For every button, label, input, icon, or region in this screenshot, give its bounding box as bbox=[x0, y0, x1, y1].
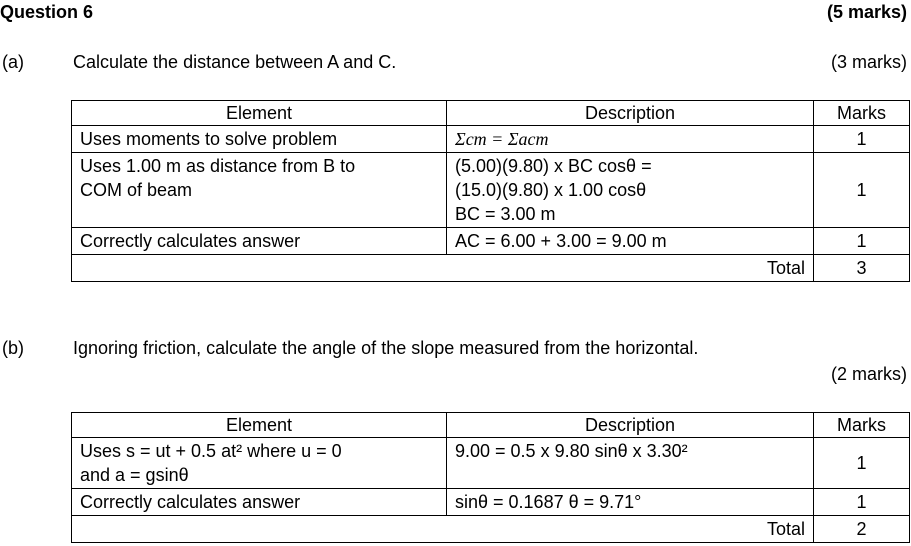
row-marks: 1 bbox=[813, 488, 910, 516]
part-b-marking-table: Element Description Marks Uses s = ut + … bbox=[71, 412, 910, 543]
table-row: Correctly calculates answer AC = 6.00 + … bbox=[71, 227, 910, 255]
part-a-prompt: Calculate the distance between A and C. bbox=[73, 52, 397, 72]
header-element: Element bbox=[71, 412, 447, 438]
row-marks: 1 bbox=[813, 152, 910, 228]
row-element: Correctly calculates answer bbox=[71, 227, 447, 255]
row-marks: 1 bbox=[813, 125, 910, 153]
row-description: 9.00 = 0.5 x 9.80 sinθ x 3.30² bbox=[446, 437, 814, 489]
row-description: (5.00)(9.80) x BC cosθ = (15.0)(9.80) x … bbox=[446, 152, 814, 228]
table-row: Uses moments to solve problem Σcm = Σacm… bbox=[71, 125, 910, 153]
row-description: sinθ = 0.1687 θ = 9.71° bbox=[446, 488, 814, 516]
question-marks: (5 marks) bbox=[826, 2, 907, 22]
header-marks: Marks bbox=[813, 412, 910, 438]
table-row: Correctly calculates answer sinθ = 0.168… bbox=[71, 488, 910, 516]
part-a-label: (a) bbox=[2, 52, 24, 72]
row-element: Uses 1.00 m as distance from B to COM of… bbox=[71, 152, 447, 228]
row-marks: 1 bbox=[813, 227, 910, 255]
header-description: Description bbox=[446, 100, 814, 126]
row-element: Correctly calculates answer bbox=[71, 488, 447, 516]
row-element: Uses s = ut + 0.5 at² where u = 0 and a … bbox=[71, 437, 447, 489]
question-title: Question 6 bbox=[0, 2, 94, 22]
part-a-marks: (3 marks) bbox=[831, 52, 907, 72]
row-marks: 1 bbox=[813, 437, 910, 489]
total-label: Total bbox=[71, 515, 814, 543]
table-row: Uses s = ut + 0.5 at² where u = 0 and a … bbox=[71, 437, 910, 489]
table-header-row: Element Description Marks bbox=[71, 100, 910, 126]
header-description: Description bbox=[446, 412, 814, 438]
part-b-prompt: Ignoring friction, calculate the angle o… bbox=[73, 338, 699, 358]
total-label: Total bbox=[71, 254, 814, 282]
part-b-marks: (2 marks) bbox=[831, 364, 907, 384]
header-marks: Marks bbox=[813, 100, 910, 126]
total-row: Total 2 bbox=[71, 515, 910, 543]
row-element: Uses moments to solve problem bbox=[71, 125, 447, 153]
total-value: 2 bbox=[813, 515, 910, 543]
table-row: Uses 1.00 m as distance from B to COM of… bbox=[71, 152, 910, 228]
total-value: 3 bbox=[813, 254, 910, 282]
total-row: Total 3 bbox=[71, 254, 910, 282]
part-b-label: (b) bbox=[2, 338, 24, 358]
table-header-row: Element Description Marks bbox=[71, 412, 910, 438]
header-element: Element bbox=[71, 100, 447, 126]
row-description: Σcm = Σacm bbox=[446, 125, 814, 153]
part-a-marking-table: Element Description Marks Uses moments t… bbox=[71, 100, 910, 282]
row-description: AC = 6.00 + 3.00 = 9.00 m bbox=[446, 227, 814, 255]
